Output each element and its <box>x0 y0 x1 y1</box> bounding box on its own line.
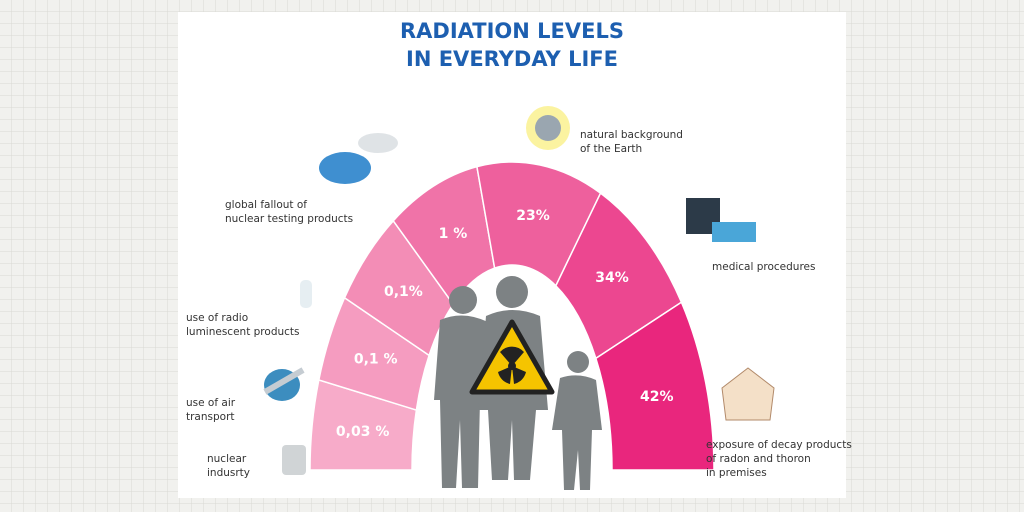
segment-caption: nuclear testing products <box>225 213 353 225</box>
arc-chart: 0,03 % 0,1 % 0,1% 1 % 23% 34% 42% <box>309 161 715 471</box>
title-line: IN EVERYDAY LIFE <box>406 47 618 71</box>
segment-caption: of the Earth <box>580 143 642 155</box>
hazard-sign <box>469 319 555 395</box>
segment-caption: natural background <box>580 129 683 141</box>
segment-value: 34% <box>595 270 629 286</box>
segment-value: 42% <box>640 389 674 405</box>
segment-value: 0,1 % <box>354 352 398 368</box>
segment-caption: nuclear <box>207 453 247 465</box>
segment-value: 23% <box>516 208 550 224</box>
segment-caption: medical procedures <box>712 261 815 273</box>
segment-value: 0,03 % <box>336 424 389 440</box>
arc-segment <box>594 301 715 471</box>
segment-caption: in premises <box>706 467 767 479</box>
segment-caption: luminescent products <box>186 326 300 338</box>
segment-caption: use of air <box>186 397 236 409</box>
segment-caption: global fallout of <box>225 199 307 211</box>
segment-caption: indusrty <box>207 467 250 479</box>
icons <box>263 106 775 475</box>
title-line: RADIATION LEVELS <box>400 19 624 43</box>
segment-caption: use of radio <box>186 312 248 324</box>
segment-value: 0,1% <box>384 284 423 300</box>
segment-caption: of radon and thoron <box>706 453 811 465</box>
captions: nuclear indusrty use of air transport use of… <box>186 129 852 479</box>
segment-caption: transport <box>186 411 235 423</box>
segment-caption: exposure of decay products <box>706 439 852 451</box>
segment-value: 1 % <box>439 226 468 242</box>
